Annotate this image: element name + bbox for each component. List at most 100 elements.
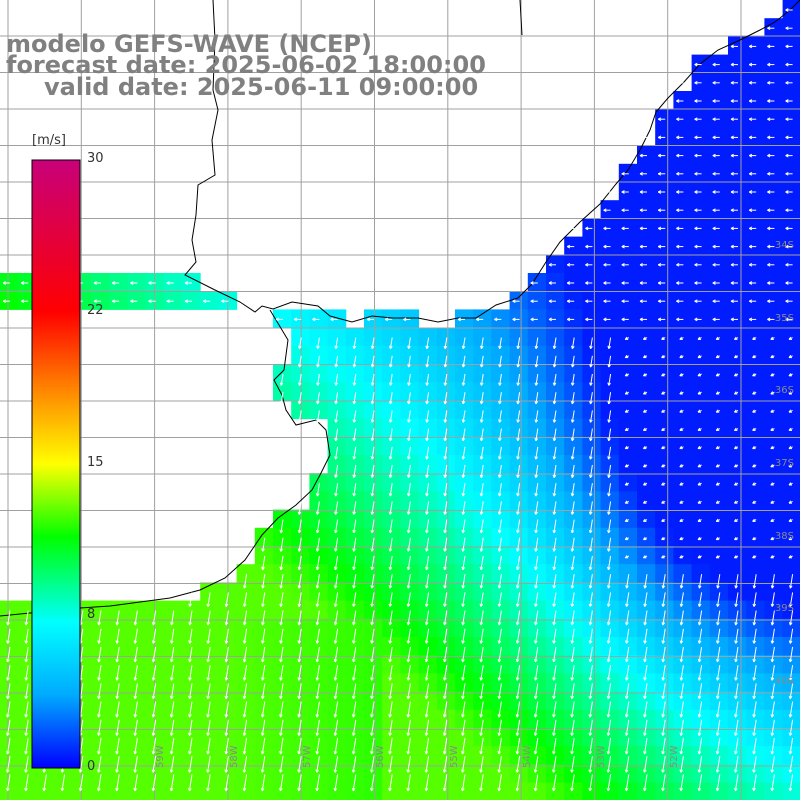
wind-arrow	[170, 610, 175, 626]
wind-arrow	[425, 410, 430, 423]
wind-arrow	[115, 646, 120, 663]
wind-arrow	[442, 683, 448, 700]
wind-arrow	[479, 628, 484, 644]
wind-arrow	[24, 756, 29, 773]
wind-arrow	[389, 355, 393, 368]
wind-arrow	[588, 501, 593, 515]
wind-arrow	[425, 519, 430, 534]
wind-arrow	[752, 555, 757, 559]
wind-arrow	[370, 446, 375, 460]
wind-arrow	[6, 646, 11, 663]
wind-arrow	[461, 373, 466, 386]
wind-arrow	[516, 537, 521, 552]
wind-arrow	[479, 501, 484, 515]
wind-arrow	[261, 537, 266, 552]
wind-arrow	[334, 483, 339, 497]
wind-arrow	[679, 683, 684, 700]
wind-arrow	[643, 409, 648, 413]
wind-arrow	[530, 299, 538, 304]
colorbar-gradient	[31, 159, 81, 769]
wind-arrow	[770, 774, 775, 792]
wind-arrow	[661, 665, 666, 681]
wind-arrow	[639, 299, 647, 304]
wind-arrow	[279, 373, 284, 386]
wind-arrow	[734, 574, 739, 589]
wind-arrow	[206, 701, 211, 718]
wind-arrow	[497, 665, 502, 681]
wind-arrow	[202, 299, 211, 304]
wind-arrow	[785, 281, 793, 285]
wind-arrow	[279, 683, 284, 700]
wind-arrow	[461, 501, 466, 515]
wind-arrow	[516, 373, 521, 386]
wind-arrow	[606, 610, 612, 626]
wind-arrow	[788, 719, 794, 736]
wind-arrow	[661, 683, 666, 700]
wind-arrow	[767, 153, 775, 158]
wind-arrow	[279, 701, 284, 718]
wind-arrow	[715, 445, 721, 450]
wind-arrow	[679, 592, 684, 607]
wind-arrow	[788, 756, 794, 773]
wind-arrow	[589, 446, 593, 460]
wind-arrow	[352, 428, 357, 442]
wind-arrow	[734, 610, 739, 626]
wind-arrow	[552, 756, 557, 773]
wind-arrow	[734, 756, 739, 773]
wind-arrow	[788, 555, 793, 559]
wind-arrow	[748, 262, 757, 267]
wind-arrow	[534, 373, 539, 386]
wind-arrow	[497, 610, 502, 626]
wind-arrow	[552, 610, 557, 626]
wind-arrow	[606, 592, 612, 607]
wind-arrow	[603, 226, 611, 231]
wind-arrow	[588, 592, 593, 607]
wind-arrow	[621, 190, 629, 194]
wind-arrow	[712, 80, 720, 85]
wind-arrow	[534, 410, 539, 423]
wind-arrow	[188, 628, 193, 644]
wind-arrow	[730, 226, 738, 231]
wind-arrow	[694, 62, 702, 67]
wind-arrow	[479, 701, 484, 718]
wind-arrow	[552, 719, 557, 736]
wind-arrow	[97, 756, 102, 773]
wind-arrow	[407, 428, 411, 442]
wind-arrow	[148, 299, 156, 304]
wind-arrow	[639, 226, 647, 231]
wind-arrow	[498, 337, 502, 350]
wind-arrow	[442, 701, 448, 718]
wind-arrow	[588, 537, 593, 552]
wind-arrow	[697, 756, 703, 773]
wind-arrow	[316, 337, 320, 350]
wind-arrow	[388, 428, 393, 442]
wind-arrow	[333, 665, 339, 681]
wind-arrow	[625, 628, 630, 644]
wind-arrow	[475, 317, 484, 322]
wind-arrow	[297, 537, 302, 552]
wind-arrow	[242, 701, 248, 718]
wind-arrow	[334, 501, 339, 515]
wind-arrow	[643, 482, 648, 486]
lon-label: 55W	[449, 745, 460, 768]
wind-arrow	[407, 392, 411, 405]
wind-arrow	[715, 354, 721, 359]
wind-arrow	[406, 555, 411, 571]
wind-arrow	[589, 337, 593, 350]
wind-arrow	[151, 774, 157, 792]
wind-arrow	[770, 665, 775, 681]
wind-arrow	[534, 537, 539, 552]
wind-arrow	[571, 355, 575, 368]
wind-arrow	[734, 592, 739, 607]
wind-arrow	[443, 501, 448, 515]
wind-arrow	[406, 646, 411, 663]
wind-arrow	[624, 737, 630, 755]
wind-arrow	[661, 737, 666, 755]
wind-arrow	[151, 737, 157, 755]
wind-arrow	[734, 737, 739, 755]
wind-arrow	[388, 501, 393, 515]
wind-arrow	[748, 117, 757, 122]
wind-arrow	[643, 628, 648, 644]
wind-arrow	[770, 701, 775, 718]
wind-arrow	[752, 500, 757, 504]
